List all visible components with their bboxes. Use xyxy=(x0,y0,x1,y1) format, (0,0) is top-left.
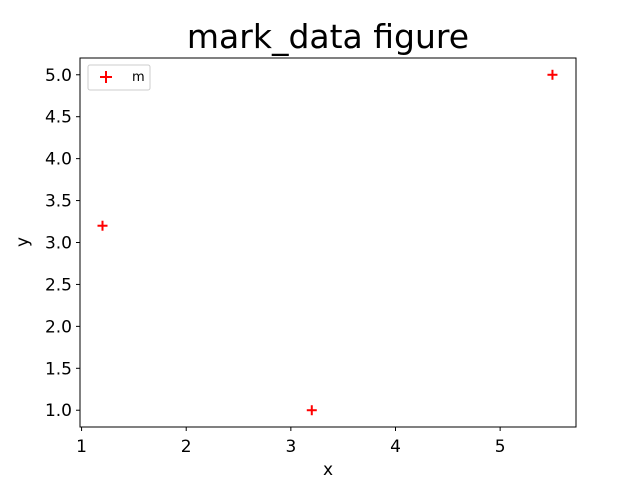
plot-area xyxy=(79,57,577,428)
y-tick-label: 3.0 xyxy=(45,234,72,254)
x-axis-label: x xyxy=(323,460,333,480)
legend-label: m xyxy=(132,70,145,85)
x-tick-label: 3 xyxy=(285,437,296,457)
x-tick-label: 2 xyxy=(181,437,192,457)
y-tick-label: 4.5 xyxy=(45,108,72,128)
x-tick-label: 5 xyxy=(495,437,506,457)
plot-frame xyxy=(79,57,577,428)
y-tick-label: 1.0 xyxy=(45,401,72,421)
y-tick-label: 4.0 xyxy=(45,150,72,170)
legend: m xyxy=(87,64,151,91)
chart-title: mark_data figure xyxy=(187,17,469,56)
legend-box xyxy=(87,64,151,91)
y-tick-label: 1.5 xyxy=(45,359,72,379)
y-tick-label: 3.5 xyxy=(45,192,72,212)
data-points xyxy=(97,69,558,416)
y-tick-label: 2.5 xyxy=(45,275,72,295)
y-tick-label: 2.0 xyxy=(45,317,72,337)
x-tick-label: 1 xyxy=(76,437,87,457)
x-tick-label: 4 xyxy=(390,437,401,457)
data-point xyxy=(97,220,108,231)
data-point xyxy=(547,69,558,80)
data-point xyxy=(306,405,317,416)
y-axis: 1.0 1.5 2.0 2.5 3.0 3.5 4.0 4.5 5.0 xyxy=(45,66,80,421)
y-axis-label: y xyxy=(13,237,33,247)
y-tick-label: 5.0 xyxy=(45,66,72,86)
x-axis: 1 2 3 4 5 xyxy=(76,427,506,457)
